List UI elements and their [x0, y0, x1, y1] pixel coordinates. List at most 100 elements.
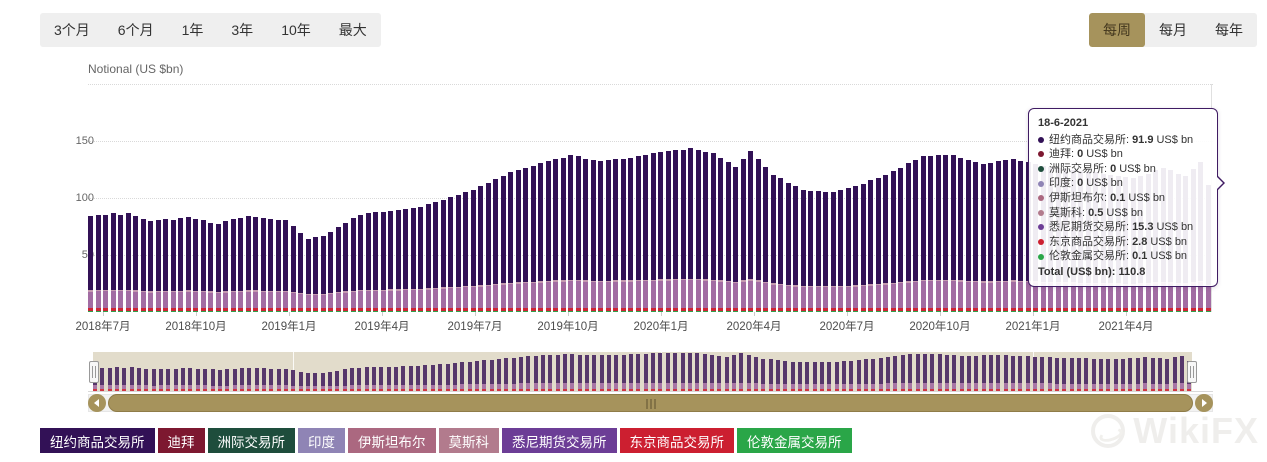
- bar[interactable]: [1003, 159, 1008, 312]
- bar[interactable]: [155, 220, 161, 312]
- navigator-right-handle[interactable]: [1187, 361, 1197, 383]
- bar[interactable]: [793, 186, 798, 312]
- bar[interactable]: [530, 165, 536, 312]
- bar[interactable]: [620, 158, 626, 312]
- bar[interactable]: [358, 214, 363, 312]
- legend-item-2[interactable]: 洲际交易所: [207, 428, 295, 453]
- bar[interactable]: [568, 155, 573, 312]
- bar[interactable]: [170, 220, 176, 312]
- bar[interactable]: [118, 214, 123, 312]
- legend-item-3[interactable]: 印度: [298, 428, 345, 453]
- bar[interactable]: [223, 221, 228, 312]
- bar[interactable]: [658, 151, 663, 312]
- bar[interactable]: [343, 222, 348, 312]
- bar[interactable]: [628, 157, 633, 312]
- bar[interactable]: [178, 218, 183, 312]
- bar[interactable]: [148, 221, 153, 312]
- bar[interactable]: [958, 157, 963, 312]
- bar[interactable]: [305, 238, 311, 312]
- legend-item-7[interactable]: 东京商品交易所: [619, 428, 734, 453]
- bar[interactable]: [500, 175, 506, 312]
- bar[interactable]: [635, 156, 641, 312]
- bar[interactable]: [425, 204, 431, 312]
- bar[interactable]: [755, 158, 761, 312]
- bar[interactable]: [883, 174, 888, 312]
- bar[interactable]: [703, 151, 708, 312]
- bar[interactable]: [110, 213, 116, 312]
- navigator-selected-range[interactable]: [93, 352, 1192, 391]
- bar[interactable]: [365, 213, 371, 312]
- navigator-left-handle[interactable]: [89, 361, 99, 383]
- bar[interactable]: [313, 237, 318, 312]
- bar[interactable]: [965, 159, 971, 312]
- bar[interactable]: [815, 190, 821, 312]
- bar[interactable]: [823, 191, 828, 312]
- scrollbar-thumb[interactable]: [108, 394, 1193, 412]
- bar[interactable]: [598, 161, 603, 312]
- bar[interactable]: [470, 189, 476, 312]
- bar[interactable]: [808, 190, 813, 312]
- bar[interactable]: [193, 219, 198, 312]
- bar[interactable]: [215, 223, 221, 312]
- bar[interactable]: [268, 219, 273, 312]
- bar[interactable]: [973, 162, 978, 312]
- bar[interactable]: [740, 158, 746, 312]
- frequency-button-2[interactable]: 每年: [1215, 22, 1243, 38]
- bar[interactable]: [275, 220, 281, 312]
- bar[interactable]: [440, 199, 446, 312]
- legend-item-5[interactable]: 莫斯科: [438, 428, 499, 453]
- bar[interactable]: [943, 155, 948, 312]
- bar[interactable]: [935, 155, 941, 312]
- bar[interactable]: [103, 214, 108, 312]
- bar[interactable]: [245, 215, 251, 312]
- bar[interactable]: [560, 157, 566, 312]
- bar[interactable]: [350, 218, 356, 312]
- bar[interactable]: [748, 150, 753, 312]
- bar[interactable]: [710, 153, 716, 312]
- bar[interactable]: [830, 191, 836, 312]
- bar[interactable]: [455, 195, 461, 312]
- bar[interactable]: [868, 180, 873, 312]
- bar[interactable]: [418, 206, 423, 312]
- bar[interactable]: [800, 189, 806, 312]
- bar[interactable]: [778, 178, 783, 312]
- bar[interactable]: [688, 148, 693, 312]
- frequency-button-0[interactable]: 每周: [1089, 13, 1145, 47]
- bar[interactable]: [448, 197, 453, 312]
- bar[interactable]: [613, 158, 618, 312]
- bar[interactable]: [230, 219, 236, 312]
- bar[interactable]: [845, 188, 851, 312]
- bar[interactable]: [395, 210, 401, 312]
- bar[interactable]: [650, 153, 656, 312]
- bar[interactable]: [898, 167, 903, 312]
- bar[interactable]: [163, 219, 168, 312]
- bar[interactable]: [725, 162, 731, 312]
- bar[interactable]: [125, 213, 131, 312]
- range-button-4[interactable]: 10年: [281, 22, 311, 38]
- bar[interactable]: [583, 158, 588, 312]
- bar[interactable]: [320, 236, 326, 312]
- legend-item-0[interactable]: 纽约商品交易所: [40, 428, 155, 453]
- bar[interactable]: [200, 220, 206, 312]
- bar[interactable]: [290, 225, 296, 312]
- range-button-1[interactable]: 6个月: [117, 22, 154, 38]
- bar[interactable]: [380, 212, 386, 312]
- bar[interactable]: [373, 212, 378, 312]
- range-button-3[interactable]: 3年: [231, 22, 254, 38]
- bar[interactable]: [875, 178, 881, 312]
- navigator[interactable]: [88, 352, 1213, 392]
- bar[interactable]: [208, 222, 213, 312]
- bar[interactable]: [785, 182, 791, 312]
- bar[interactable]: [950, 155, 956, 312]
- bar[interactable]: [260, 218, 266, 312]
- bar[interactable]: [95, 214, 101, 312]
- legend-item-1[interactable]: 迪拜: [157, 428, 205, 453]
- bar[interactable]: [673, 149, 678, 312]
- bar[interactable]: [680, 149, 686, 312]
- bar[interactable]: [733, 166, 738, 312]
- bar[interactable]: [283, 220, 288, 312]
- bar[interactable]: [508, 172, 513, 312]
- range-button-5[interactable]: 最大: [338, 22, 367, 38]
- bar[interactable]: [238, 218, 243, 312]
- bar[interactable]: [890, 171, 896, 312]
